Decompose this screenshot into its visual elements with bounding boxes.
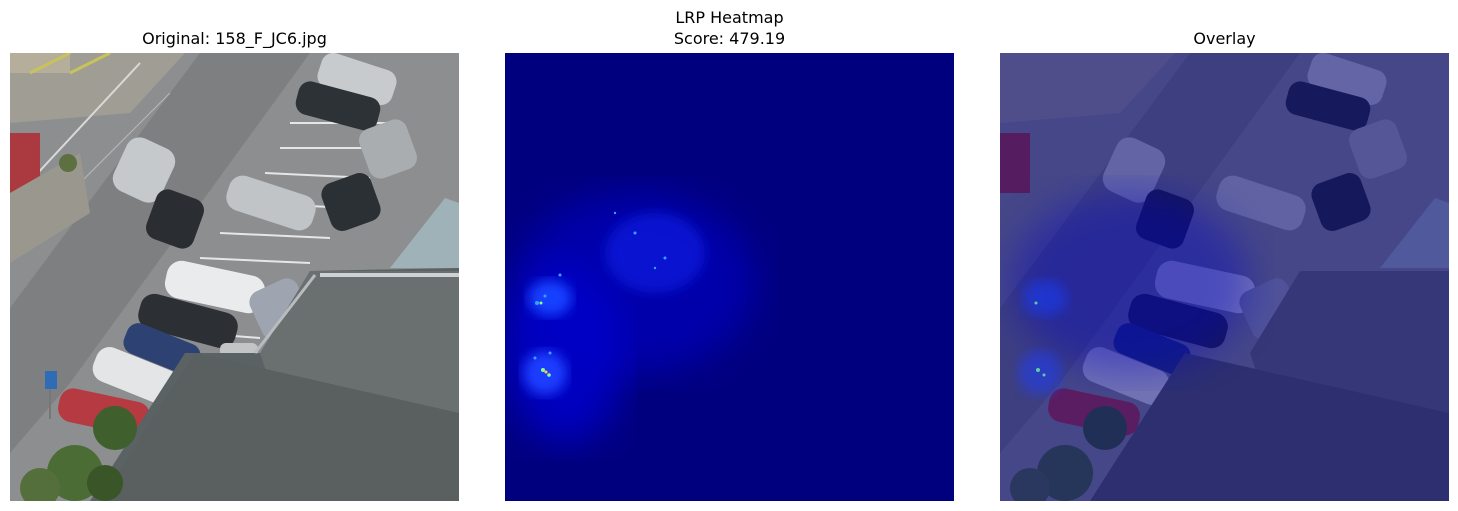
heatmap-panel: LRP Heatmap Score: 479.19 (505, 0, 954, 511)
overlay-panel: Overlay (1000, 0, 1449, 511)
parking-lot-photo (10, 53, 459, 501)
heatmap-title: LRP Heatmap (675, 8, 784, 27)
overlay-composite (1000, 53, 1449, 501)
heatmap-score: Score: 479.19 (673, 29, 786, 48)
heatmap-image (505, 53, 954, 501)
original-panel: Original: 158_F_JC6.jpg (10, 0, 459, 511)
overlay-image (1000, 53, 1449, 501)
original-title: Original: 158_F_JC6.jpg (142, 29, 327, 48)
lrp-heatmap (505, 53, 954, 501)
original-image (10, 53, 459, 501)
overlay-title: Overlay (1193, 29, 1256, 48)
